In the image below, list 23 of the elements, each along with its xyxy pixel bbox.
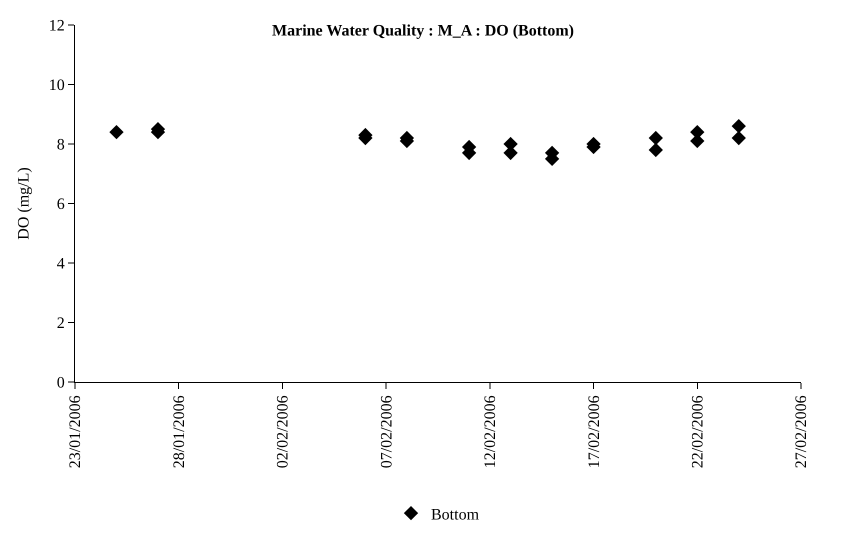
legend-label: Bottom (431, 506, 480, 524)
x-tick-label: 27/02/2006 (793, 395, 810, 468)
x-tick-label: 02/02/2006 (274, 395, 292, 468)
y-axis-title: DO (mg/L) (16, 167, 33, 240)
x-tick-label: 23/01/2006 (67, 395, 84, 468)
y-tick-label: 10 (48, 77, 65, 94)
point (732, 130, 746, 146)
point (648, 130, 663, 146)
y-tick-label: 0 (56, 374, 65, 392)
x-tick-label: 28/01/2006 (170, 395, 188, 468)
point (732, 119, 746, 134)
y-tick-label: 8 (56, 136, 65, 154)
point (109, 124, 124, 140)
x-tick-label: 22/02/2006 (689, 395, 706, 468)
x-tick-label: 12/02/2006 (482, 395, 500, 468)
x-tick-label: 07/02/2006 (378, 395, 396, 468)
chart-title: Marine Water Quality : M_A : DO (Bottom) (272, 22, 574, 40)
y-tick-label: 2 (56, 315, 65, 332)
point (648, 142, 663, 158)
x-tick-label: 17/02/2006 (586, 395, 603, 468)
y-tick-label: 6 (56, 196, 65, 214)
y-tick-label: 12 (48, 18, 65, 35)
y-tick-label: 4 (56, 256, 65, 273)
